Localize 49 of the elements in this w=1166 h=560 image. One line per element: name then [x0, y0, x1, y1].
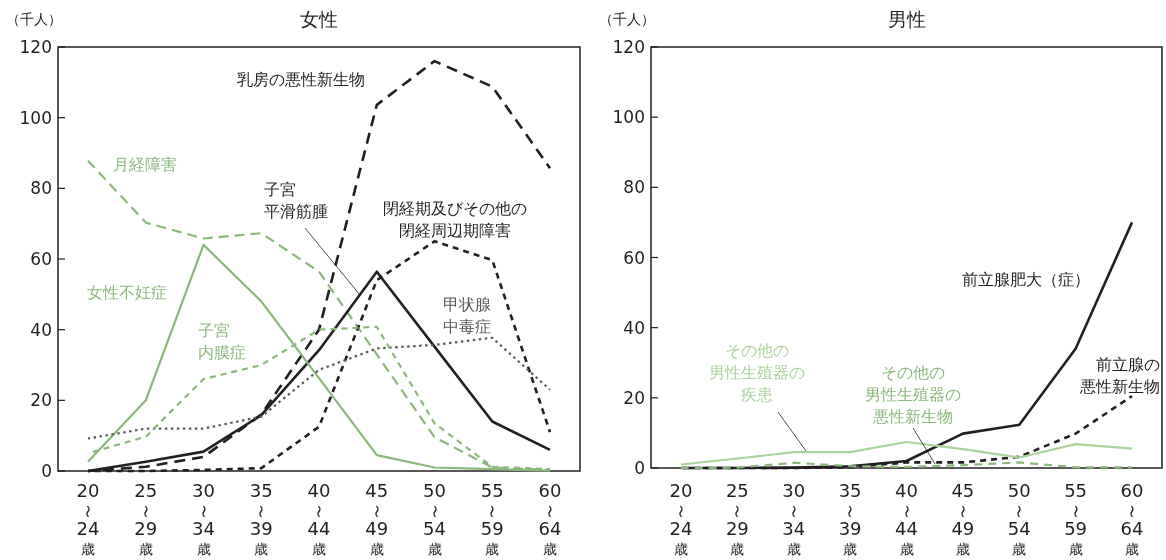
line-series — [679, 440, 1134, 466]
x-tick-label: 60 〜 64 歳 — [1120, 480, 1144, 557]
y-tick-label: 0 — [634, 458, 645, 478]
y-tick-label: 60 — [30, 249, 52, 269]
x-tick-label: 20 〜 24 歳 — [76, 480, 100, 557]
y-tick-label: 120 — [19, 37, 52, 57]
x-tick-label: 60 〜 64 歳 — [538, 480, 562, 557]
series-label: 月経障害 — [113, 155, 177, 174]
chart-title: 男性 — [887, 8, 926, 30]
x-tick-label: 40 〜 44 歳 — [895, 480, 918, 557]
x-tick-label: 40 〜 44 歳 — [307, 480, 331, 557]
text: その他の男性生殖器の疾患 — [709, 341, 805, 404]
y-tick-label: 40 — [30, 319, 52, 340]
x-tick-label: 45 〜 49 歳 — [365, 480, 389, 557]
y-tick-label: 20 — [30, 390, 52, 411]
x-tick-label: 55 〜 59 歳 — [480, 480, 504, 557]
text: 子宮平滑筋腫 — [264, 180, 328, 221]
x-tick-label: 35 〜 39 歳 — [249, 480, 273, 557]
y-tick-label: 80 — [623, 177, 645, 198]
x-tick-label: 25 〜 29 歳 — [725, 480, 749, 557]
x-tick-label: 30 〜 34 歳 — [192, 480, 215, 557]
series-label: 前立腺肥大（症） — [962, 270, 1090, 289]
y-axis-title: （千人） — [6, 11, 62, 27]
y-tick-label: 120 — [612, 37, 645, 57]
x-tick-label: 30 〜 34 歳 — [782, 480, 806, 557]
x-tick-label: 50 〜 54 歳 — [423, 480, 446, 557]
x-tick-label: 25 〜 29 歳 — [134, 480, 158, 557]
text: その他の男性生殖器の悪性新生物 — [865, 363, 961, 426]
series-label: 閉経期及びその他の閉経周辺期障害 — [383, 199, 527, 240]
y-tick-label: 60 — [623, 247, 645, 268]
y-tick-label: 100 — [612, 107, 645, 128]
line-series — [86, 336, 552, 440]
y-tick-label: 80 — [30, 178, 52, 199]
x-tick-label: 50 〜 54 歳 — [1007, 480, 1031, 557]
series-label: 乳房の悪性新生物 — [237, 70, 365, 89]
y-axis-title: （千人） — [599, 11, 655, 27]
y-tick-label: 20 — [623, 387, 645, 408]
chart-title: 女性 — [300, 8, 338, 30]
x-tick-label: 35 〜 39 歳 — [838, 480, 862, 557]
series-label: 子宮内膜症 — [198, 321, 246, 362]
x-tick-label: 45 〜 49 歳 — [951, 480, 975, 557]
x-tick-label: 20 〜 24 歳 — [669, 480, 693, 557]
y-tick-label: 40 — [623, 317, 645, 338]
series-label: 甲状腺中毒症 — [443, 295, 491, 336]
y-tick-label: 100 — [19, 107, 52, 128]
x-tick-label: 55 〜 59 歳 — [1064, 480, 1088, 557]
y-tick-label: 0 — [41, 461, 52, 481]
series-label: 女性不妊症 — [87, 283, 167, 302]
series-label: 前立腺の悪性新生物 — [1079, 355, 1160, 396]
